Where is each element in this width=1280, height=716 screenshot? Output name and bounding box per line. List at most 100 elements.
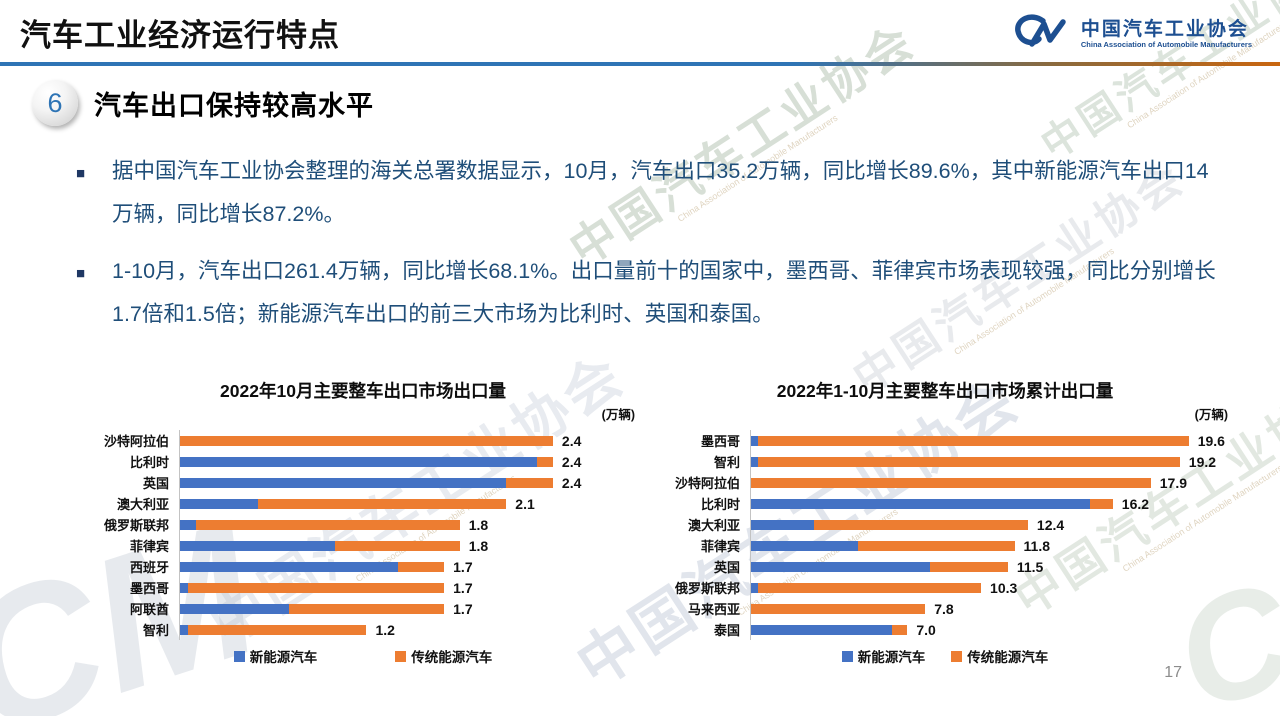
bar-segment bbox=[180, 540, 336, 551]
bar-track: 1.2 bbox=[179, 619, 584, 640]
bar-track: 19.6 bbox=[750, 430, 1225, 451]
bar-segment bbox=[757, 456, 1180, 467]
bar-segment bbox=[180, 456, 538, 467]
value-label: 19.6 bbox=[1197, 432, 1225, 449]
legend-swatch-icon bbox=[395, 650, 407, 662]
legend-item: 传统能源汽车 bbox=[951, 646, 1048, 666]
bar-track: 2.4 bbox=[179, 451, 584, 472]
value-label: 2.4 bbox=[561, 474, 582, 491]
bar-segment bbox=[180, 498, 258, 509]
header-divider bbox=[0, 62, 1280, 66]
bar-segment bbox=[537, 456, 553, 467]
bar-segment bbox=[929, 561, 1008, 572]
bullet-item: ■ 据中国汽车工业协会整理的海关总署数据显示，10月，汽车出口35.2万辆，同比增… bbox=[76, 150, 1221, 236]
caam-logo-icon bbox=[1011, 14, 1073, 55]
value-label: 17.9 bbox=[1159, 474, 1188, 491]
chart-row: 智利 19.2 bbox=[656, 451, 1234, 472]
category-label: 墨西哥 bbox=[700, 434, 740, 449]
chart-october-exports: 2022年10月主要整车出口市场出口量 (万辆) 沙特阿拉伯 2.4 比利时 2.4 英… bbox=[85, 378, 641, 665]
chart-row: 沙特阿拉伯 17.9 bbox=[656, 472, 1234, 493]
bar-segment bbox=[751, 582, 758, 593]
bar-track: 12.4 bbox=[750, 514, 1220, 535]
bar-segment bbox=[288, 603, 445, 614]
legend-swatch-icon bbox=[233, 650, 245, 662]
bar-segment bbox=[751, 540, 859, 551]
bullet-text: 据中国汽车工业协会整理的海关总署数据显示，10月，汽车出口35.2万辆，同比增长… bbox=[112, 159, 1209, 226]
bar-segment bbox=[397, 561, 445, 572]
legend-item: 新能源汽车 bbox=[841, 646, 925, 666]
chart-row: 沙特阿拉伯 2.4 bbox=[85, 430, 641, 451]
bar-track: 1.7 bbox=[179, 598, 584, 619]
org-name-cn: 中国汽车工业协会 bbox=[1080, 18, 1249, 40]
bullet-square-icon: ■ bbox=[76, 265, 86, 282]
value-label: 7.0 bbox=[916, 621, 936, 638]
category-label: 英国 bbox=[713, 560, 740, 575]
chart-legend: 新能源汽车 传统能源汽车 bbox=[656, 646, 1234, 666]
bar-segment bbox=[813, 519, 1028, 530]
category-label: 泰国 bbox=[713, 623, 740, 638]
chart-row: 墨西哥 19.6 bbox=[656, 430, 1234, 451]
bar-track: 7.8 bbox=[750, 598, 1220, 619]
value-label: 10.3 bbox=[990, 579, 1018, 596]
bar-segment bbox=[858, 540, 1015, 551]
value-label: 2.4 bbox=[561, 432, 582, 449]
bar-segment bbox=[751, 435, 758, 446]
legend-swatch-icon bbox=[951, 650, 963, 662]
bar-segment bbox=[751, 519, 814, 530]
category-label: 智利 bbox=[713, 455, 740, 470]
category-label: 智利 bbox=[142, 623, 169, 638]
value-label: 7.8 bbox=[934, 600, 954, 617]
category-label: 阿联酋 bbox=[129, 602, 169, 617]
bar-segment bbox=[751, 624, 892, 635]
section-number-badge: 6 bbox=[32, 80, 78, 126]
chart-row: 英国 11.5 bbox=[656, 556, 1234, 577]
page-title: 汽车工业经济运行特点 bbox=[20, 18, 340, 53]
category-label: 英国 bbox=[142, 476, 169, 491]
chart-unit-label: (万辆) bbox=[601, 408, 635, 422]
chart-legend: 新能源汽车 传统能源汽车 bbox=[85, 646, 641, 666]
bullet-item: ■ 1-10月，汽车出口261.4万辆，同比增长68.1%。出口量前十的国家中，墨… bbox=[76, 250, 1221, 336]
bar-track: 7.0 bbox=[750, 619, 1220, 640]
value-label: 2.4 bbox=[561, 453, 582, 470]
caam-logo: 中国汽车工业协会 China Association of Automobile… bbox=[1011, 14, 1252, 55]
chart-row: 菲律宾 1.8 bbox=[85, 535, 641, 556]
value-label: 12.4 bbox=[1036, 516, 1065, 533]
chart-rows: 沙特阿拉伯 2.4 比利时 2.4 英国 2.4 澳大利亚 2.1 俄罗斯联邦 1.8 菲律宾 1.8… bbox=[85, 430, 641, 640]
chart-title: 2022年1-10月主要整车出口市场累计出口量 bbox=[776, 381, 1114, 401]
bar-segment bbox=[751, 603, 926, 614]
value-label: 16.2 bbox=[1121, 495, 1150, 512]
bar-segment bbox=[1090, 498, 1113, 509]
org-name-en: China Association of Automobile Manufact… bbox=[1080, 39, 1252, 49]
chart-row: 智利 1.2 bbox=[85, 619, 641, 640]
value-label: 2.1 bbox=[515, 495, 535, 512]
chart-row: 澳大利亚 12.4 bbox=[656, 514, 1234, 535]
chart-unit-label: (万辆) bbox=[1194, 408, 1228, 422]
bar-segment bbox=[506, 477, 553, 488]
chart-row: 西班牙 1.7 bbox=[85, 556, 641, 577]
bar-track: 11.8 bbox=[750, 535, 1220, 556]
section-heading: 汽车出口保持较高水平 bbox=[94, 90, 374, 121]
bar-segment bbox=[751, 456, 758, 467]
bar-track: 11.5 bbox=[750, 556, 1220, 577]
category-label: 西班牙 bbox=[129, 560, 169, 575]
category-label: 澳大利亚 bbox=[116, 497, 169, 512]
category-label: 马来西亚 bbox=[687, 602, 740, 617]
chart-row: 马来西亚 7.8 bbox=[656, 598, 1234, 619]
category-label: 俄罗斯联邦 bbox=[103, 518, 169, 533]
value-label: 11.5 bbox=[1016, 558, 1044, 575]
value-label: 1.7 bbox=[453, 558, 473, 575]
bar-track: 17.9 bbox=[750, 472, 1220, 493]
bar-track: 1.8 bbox=[179, 535, 584, 556]
category-label: 澳大利亚 bbox=[687, 518, 740, 533]
bar-segment bbox=[757, 435, 1189, 446]
chart-row: 英国 2.4 bbox=[85, 472, 641, 493]
chart-row: 阿联酋 1.7 bbox=[85, 598, 641, 619]
category-label: 俄罗斯联邦 bbox=[674, 581, 740, 596]
section-head: 6 汽车出口保持较高水平 bbox=[32, 80, 374, 126]
legend-item: 新能源汽车 bbox=[233, 646, 317, 666]
category-label: 比利时 bbox=[129, 455, 169, 470]
bar-segment bbox=[187, 624, 367, 635]
category-label: 沙特阿拉伯 bbox=[674, 476, 740, 491]
value-label: 1.8 bbox=[468, 516, 489, 533]
category-label: 菲律宾 bbox=[129, 539, 169, 554]
